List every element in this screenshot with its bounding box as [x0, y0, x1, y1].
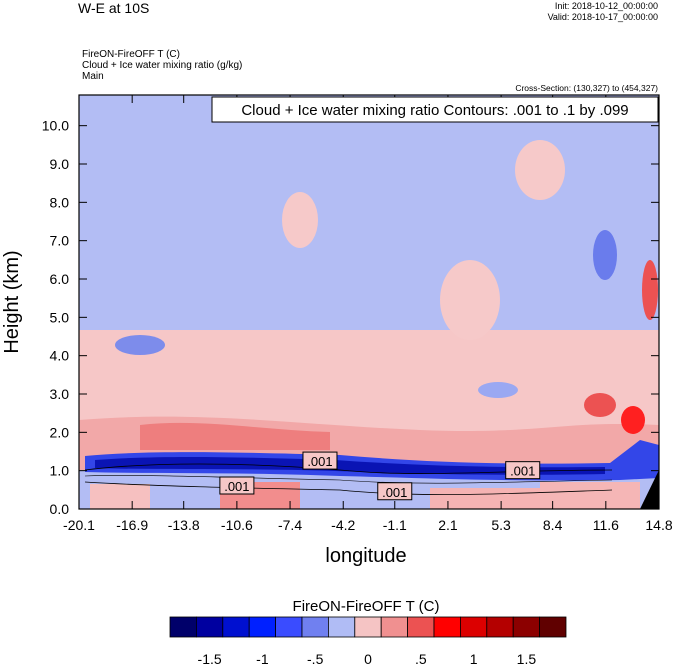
x-tick-label: -7.4: [278, 517, 302, 533]
colorbar-title: FireON-FireOFF T (C): [293, 598, 440, 615]
temperature-difference-field: [79, 95, 659, 509]
colorbar-swatch: [459, 616, 488, 638]
contour-labels: .001 .001 .001 .001: [219, 451, 541, 501]
chart-title-box: Cloud + Ice water mixing ratio Contours:…: [211, 96, 659, 123]
contour-label-box: [377, 482, 413, 501]
cross-section-label: Cross-Section: (130,327) to (454,327): [515, 83, 658, 93]
y-tick-label: 10.0: [42, 118, 69, 134]
colorbar-label: -1: [256, 651, 269, 667]
contour-label: .001: [510, 464, 535, 479]
plot-frame: [78, 94, 660, 510]
y-tick-label: 1.0: [50, 463, 70, 479]
colorbar-swatch: [486, 616, 514, 638]
x-tick-label: 14.8: [645, 517, 672, 533]
x-tick-label: -20.1: [63, 517, 95, 533]
y-tick-label: 9.0: [50, 156, 70, 172]
colorbar-swatch: [195, 616, 224, 638]
x-tick-label: -10.6: [221, 517, 253, 533]
x-tick-label: -4.2: [331, 517, 355, 533]
contour-label: .001: [307, 454, 332, 469]
y-axis-label: Height (km): [1, 250, 23, 353]
init-time: Init: 2018-10-12_00:00:00: [554, 1, 658, 11]
colorbar-swatch: [354, 616, 382, 638]
y-tick-label: 8.0: [50, 194, 70, 210]
colorbar-swatch: [275, 616, 303, 638]
y-tick-label: 4.0: [50, 348, 70, 364]
x-tick-label: 2.1: [438, 517, 458, 533]
domain-label: Main: [82, 71, 104, 82]
colorbar-swatch: [539, 616, 567, 638]
x-axis-label: longitude: [325, 545, 406, 567]
colorbar-label: -1.5: [198, 651, 222, 667]
x-tick-label: 5.3: [491, 517, 511, 533]
y-tick-label: 7.0: [50, 233, 70, 249]
colorbar-label: 1: [470, 651, 478, 667]
x-tick-label: -1.1: [383, 517, 407, 533]
x-tick-label: -13.8: [168, 517, 200, 533]
contour-label-box: [219, 476, 255, 495]
valid-time: Valid: 2018-10-17_00:00:00: [547, 12, 658, 22]
colorbar-label: 1.5: [517, 651, 537, 667]
contour-label-box: [302, 451, 338, 470]
colorbar-swatch: [222, 616, 250, 638]
axes: -20.1 -16.9 -13.8 -10.6 -7.4 -4.2 -1.1 2.1 5.3 8.…: [42, 94, 673, 533]
page-title: W-E at 10S: [78, 0, 150, 16]
colorbar-swatch: [380, 616, 409, 638]
colorbar-swatch: [433, 616, 461, 638]
y-tick-label: 2.0: [50, 424, 70, 440]
field-label: FireON-FireOFF T (C): [82, 49, 180, 60]
contour-label-box: [505, 461, 541, 480]
colorbar-label: 0: [364, 651, 372, 667]
contour-label: .001: [224, 479, 249, 494]
x-tick-label: 11.6: [593, 517, 619, 533]
colorbar-label: .5: [415, 651, 427, 667]
y-tick-label: 0.0: [50, 501, 70, 517]
colorbar: -1.5 -1 -.5 0 .5 1 1.5: [169, 616, 567, 667]
x-tick-label: -16.9: [116, 517, 148, 533]
colorbar-swatch: [169, 616, 197, 638]
colorbar-swatch: [327, 616, 356, 638]
colorbar-swatch: [248, 616, 276, 638]
y-tick-label: 5.0: [50, 309, 70, 325]
colorbar-swatch: [407, 616, 435, 638]
y-tick-label: 6.0: [50, 271, 70, 287]
colorbar-label: -.5: [307, 651, 324, 667]
x-tick-label: 8.4: [543, 517, 563, 533]
contour-field-label: Cloud + Ice water mixing ratio (g/kg): [82, 60, 243, 71]
y-tick-label: 3.0: [50, 386, 70, 402]
colorbar-swatch: [301, 616, 329, 638]
colorbar-swatch: [512, 616, 541, 638]
contour-label: .001: [382, 485, 407, 500]
chart-title: Cloud + Ice water mixing ratio Contours:…: [241, 102, 628, 119]
